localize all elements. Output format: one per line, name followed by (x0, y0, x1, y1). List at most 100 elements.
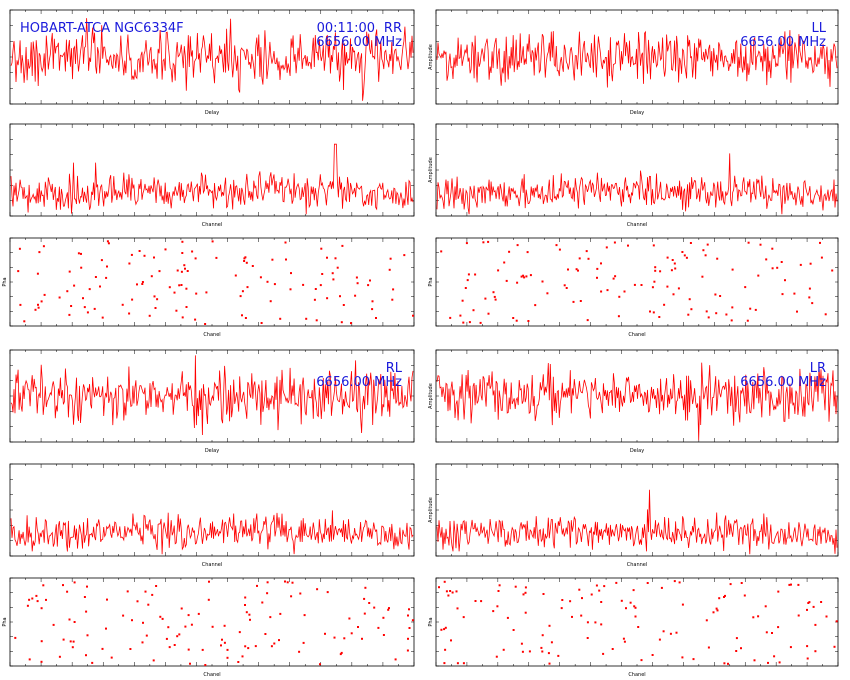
panel-rr-chanel-phase-point (205, 291, 208, 294)
panel-rr-chanel-phase-point (176, 269, 179, 272)
panel-lr-chanel-phase-point (814, 623, 817, 626)
panel-ll-chanel-phase-point (613, 241, 616, 244)
panel-rl-delay-frame (9, 349, 415, 443)
panel-lr-chanel-phase-point (669, 632, 672, 635)
panel-lr-chanel-phase-point (520, 642, 523, 645)
panel-lr-chanel-xlabel: Chanel (628, 672, 645, 678)
panel-lr-chanel-phase-point (456, 662, 459, 665)
panel-rr-chanel-phase-point (73, 284, 76, 287)
panel-ll-chanel-phase-point (605, 246, 608, 249)
panel-lr-chanel-phase-point (625, 607, 627, 610)
panel-rr-chanel-phase-point (158, 270, 161, 273)
panel-ll-chanel-phase-point (683, 254, 686, 257)
panel-ll-chanel-phase-point (516, 244, 519, 247)
panel-lr-chanel-phase-point (833, 645, 836, 648)
panel-ll-chanel-phase-point (706, 243, 709, 246)
panel-ll-chanel-phase-point (702, 249, 705, 252)
panel-lr-chanel-phase-point (451, 591, 454, 594)
panel-lr-chanel-phase-point (524, 586, 527, 589)
panel-rr-chanel-phase-point (101, 316, 104, 319)
panel-rr-chanel-phase-point (180, 270, 183, 273)
panel-rl-chanel-phase-point (291, 581, 294, 584)
panel-rl-chanel-phase-point (408, 608, 410, 611)
panel-rr-chanel-phase-point (313, 298, 316, 301)
panel-lr-chanel-phase-point (443, 580, 446, 583)
panel-ll-chanel-phase-point (525, 275, 528, 278)
panel-ll-chanel-phase-point (673, 262, 676, 265)
panel-rl-chanel-phase-point (333, 636, 336, 639)
panel-rr-chanel-phase-point (37, 303, 39, 306)
panel-rr-chanel-phase-point (94, 276, 97, 278)
panel-rl-chanel-phase-point (159, 615, 162, 618)
panel-lr-chanel-phase-point (753, 659, 756, 662)
panel-lr-chanel-phase-point (496, 605, 499, 608)
panel-ll-chanel-phase-point (754, 308, 757, 311)
panel-ll-chanel-phase-point (671, 259, 674, 261)
panel-rl-chanel-phase-point (302, 641, 305, 644)
panel-rr-chanel-phase-point (175, 309, 178, 312)
panel-lr-chanel-phase-point (514, 585, 517, 588)
panel-rl-chanel-phase-point (226, 648, 229, 651)
panel-ll-chanel-phase-point (716, 257, 719, 260)
panel-lr-chanel-phase-point (681, 656, 684, 659)
panel-rl-chanel-phase-point (14, 636, 17, 639)
panel-rr-delay-frequency: 6656.00 MHz (316, 35, 402, 50)
panel-rr-chanel-phase-point (181, 316, 184, 319)
panel-rl-chanel-phase-point (126, 590, 129, 593)
panel-rr-delay-polarisation: RR (384, 21, 402, 36)
panel-ll-chanel-phase-point (541, 280, 544, 283)
panel-lr-chanel-phase-point (789, 646, 792, 649)
panel-rl-chanel-phase-point (340, 651, 343, 654)
panel-ll-chanel-phase-point (505, 279, 508, 282)
panel-rl-chanel-phase-point (83, 596, 86, 598)
panel-rr-chanel-phase-point (141, 281, 144, 283)
panel-rr-chanel-phase-point (130, 253, 133, 256)
panel-rl-chanel-phase-point (284, 580, 286, 583)
panel-rl-chanel-phase-point (286, 581, 289, 584)
panel-lr-delay-trace (436, 362, 838, 441)
panel-rl-chanel-phase-point (248, 613, 251, 616)
panel-rr-chanel-phase-point (204, 323, 207, 325)
panel-rl-chanel-phase-point (110, 656, 113, 659)
panel-rr-chanel-phase-point (241, 314, 243, 317)
panel-lr-chanel-phase-point (634, 606, 637, 609)
panel-rr-chanel-phase-point (77, 252, 80, 255)
panel-rr-chanel-phase-point (70, 305, 73, 307)
panel-rr-chanel-phase-point (194, 318, 197, 321)
panel-lr-chanel-phase-point (707, 646, 710, 649)
panel-ll-chanel-phase-point (614, 275, 617, 278)
panel-lr-chanel-phase-point (557, 654, 560, 657)
panel-ll-chanel-phase-point (674, 267, 677, 270)
panel-rr-chanel-phase-point (334, 257, 337, 260)
panel-lr-chanel-phase-point (675, 631, 678, 634)
panel-rl-chanel-phase-point (363, 597, 366, 600)
panel-rl-chanel-phase-point (35, 594, 38, 597)
panel-ll-chanel-phase-point (474, 273, 477, 276)
panel-lr-chanel-phase-point (777, 626, 780, 629)
panel-rl-chanel-phase-point (106, 598, 108, 601)
panel-rr-chanel-phase-point (371, 308, 374, 311)
panel-lr-chanel-phase-point (456, 607, 459, 610)
panel-ll-chanel-phase-point (771, 267, 774, 270)
panel-lr-chanel-phase-point (474, 600, 477, 602)
panel-lr-chanel-phase-point (806, 608, 808, 611)
panel-ll-chanel-phase-point (479, 321, 482, 324)
panel-rr-chanel-phase-point (259, 276, 262, 279)
panel-rl-chanel-phase-point (105, 627, 107, 630)
panel-rl-chanel-phase-point (343, 637, 346, 640)
panel-ll-chanel-phase-point (759, 243, 762, 246)
panel-lr-chanel-phase-point (522, 593, 525, 596)
panel-ll-chanel-phase-point (440, 250, 443, 253)
panel-lr-chanel-phase-point (602, 652, 605, 655)
panel-ll-chanel-phase-point (652, 311, 655, 314)
panel-ll-chanel-phase-point (472, 309, 475, 312)
panel-ll-channel-trace (436, 153, 838, 215)
panel-rr-chanel-phase-point (153, 295, 156, 298)
panel-rr-channel-frame (9, 123, 415, 217)
panel-rl-chanel-phase-point (62, 638, 65, 641)
panel-rl-chanel-phase-point (303, 614, 306, 617)
panel-rr-chanel-phase-point (183, 264, 186, 267)
panel-lr-chanel-phase-point (662, 630, 665, 633)
panel-lr-chanel-phase-point (495, 655, 498, 658)
